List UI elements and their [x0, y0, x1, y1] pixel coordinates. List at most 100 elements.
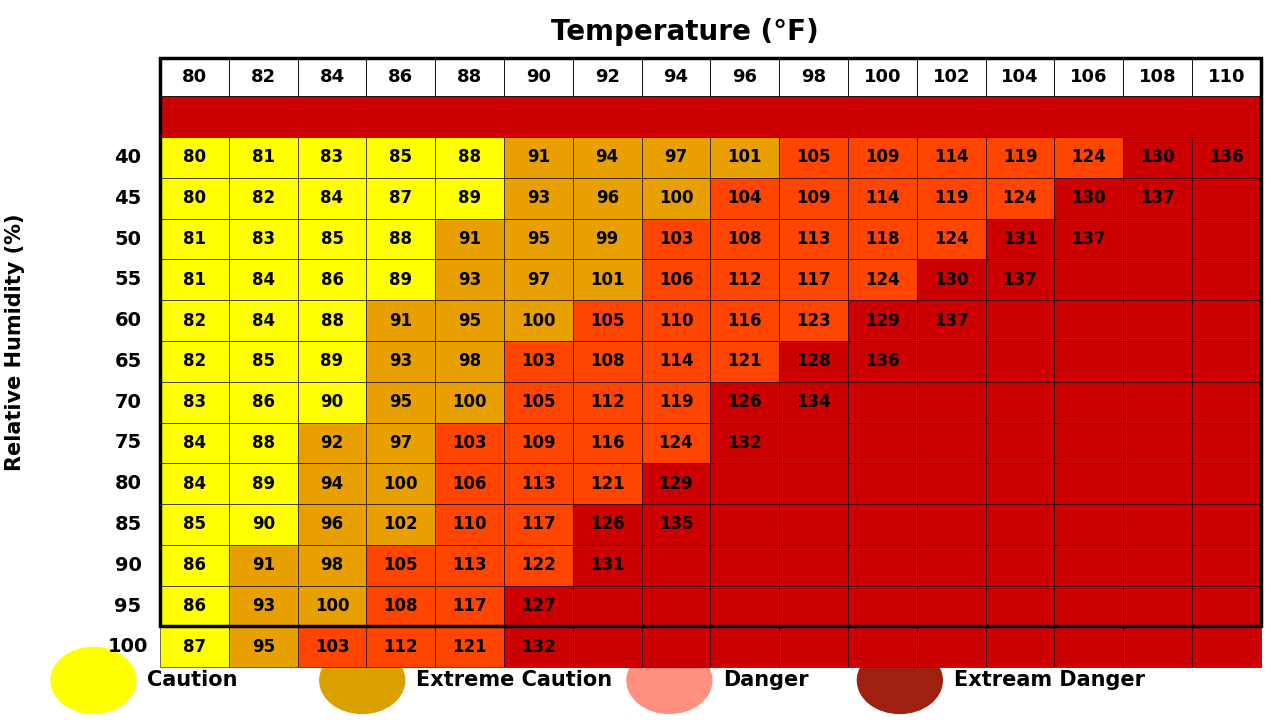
Text: 129: 129: [659, 474, 694, 492]
Text: 85: 85: [183, 516, 206, 534]
Text: 88: 88: [320, 312, 343, 330]
Text: 82: 82: [252, 189, 275, 207]
Text: 82: 82: [183, 312, 206, 330]
Text: 75: 75: [114, 433, 142, 452]
Text: 81: 81: [183, 230, 206, 248]
Text: 126: 126: [727, 393, 762, 411]
Text: 86: 86: [183, 557, 206, 575]
Text: 124: 124: [1071, 148, 1106, 166]
Text: 123: 123: [796, 312, 831, 330]
Text: 91: 91: [389, 312, 412, 330]
Text: 89: 89: [458, 189, 481, 207]
Text: 103: 103: [315, 638, 349, 656]
Text: Extreme Caution: Extreme Caution: [416, 670, 612, 690]
Text: 102: 102: [932, 68, 970, 86]
Text: 92: 92: [320, 434, 343, 452]
Text: 136: 136: [865, 352, 900, 370]
Text: 119: 119: [1002, 148, 1037, 166]
Text: 119: 119: [934, 189, 969, 207]
Text: 87: 87: [183, 638, 206, 656]
Text: 105: 105: [590, 312, 625, 330]
Text: 130: 130: [1071, 189, 1106, 207]
Text: 137: 137: [1140, 189, 1175, 207]
Text: 114: 114: [659, 352, 694, 370]
Text: 65: 65: [114, 352, 142, 371]
Text: 83: 83: [252, 230, 275, 248]
Text: 80: 80: [182, 68, 207, 86]
Text: 93: 93: [527, 189, 550, 207]
Text: 117: 117: [796, 271, 831, 289]
Text: 45: 45: [114, 189, 142, 208]
Text: 126: 126: [590, 516, 625, 534]
Text: 86: 86: [252, 393, 275, 411]
Text: 109: 109: [521, 434, 556, 452]
Text: 127: 127: [521, 597, 556, 615]
Text: 96: 96: [320, 516, 343, 534]
Text: 84: 84: [252, 271, 275, 289]
Text: 91: 91: [527, 148, 550, 166]
Text: 101: 101: [727, 148, 762, 166]
Text: 88: 88: [389, 230, 412, 248]
Text: 110: 110: [659, 312, 694, 330]
Text: 121: 121: [452, 638, 486, 656]
Text: 90: 90: [115, 556, 142, 575]
Text: 131: 131: [590, 557, 625, 575]
Text: 95: 95: [389, 393, 412, 411]
Text: 108: 108: [590, 352, 625, 370]
Text: 90: 90: [252, 516, 275, 534]
Text: 83: 83: [320, 148, 343, 166]
Text: 91: 91: [458, 230, 481, 248]
Text: 113: 113: [521, 474, 556, 492]
Text: 95: 95: [458, 312, 481, 330]
Text: 109: 109: [796, 189, 831, 207]
Text: 102: 102: [384, 516, 419, 534]
Text: 88: 88: [458, 148, 481, 166]
Text: 135: 135: [659, 516, 694, 534]
Text: 89: 89: [389, 271, 412, 289]
Text: 136: 136: [1210, 148, 1244, 166]
Text: 100: 100: [452, 393, 486, 411]
Text: 89: 89: [252, 474, 275, 492]
Text: Caution: Caution: [147, 670, 238, 690]
Text: 85: 85: [389, 148, 412, 166]
Text: 121: 121: [727, 352, 762, 370]
Text: 40: 40: [114, 148, 142, 167]
Text: 124: 124: [1002, 189, 1037, 207]
Text: 94: 94: [663, 68, 689, 86]
Text: 100: 100: [108, 637, 148, 657]
Text: 98: 98: [801, 68, 826, 86]
Text: 80: 80: [114, 474, 142, 493]
Text: 93: 93: [389, 352, 412, 370]
Text: 84: 84: [320, 68, 344, 86]
Text: 129: 129: [865, 312, 900, 330]
Text: 82: 82: [183, 352, 206, 370]
Text: 101: 101: [590, 271, 625, 289]
Text: 100: 100: [864, 68, 901, 86]
Text: 104: 104: [727, 189, 762, 207]
Text: 114: 114: [934, 148, 969, 166]
Text: 103: 103: [659, 230, 694, 248]
Text: 90: 90: [320, 393, 343, 411]
Text: 85: 85: [114, 515, 142, 534]
Text: 100: 100: [521, 312, 556, 330]
Text: 132: 132: [521, 638, 556, 656]
Text: 86: 86: [320, 271, 343, 289]
Text: 103: 103: [452, 434, 486, 452]
Text: 121: 121: [590, 474, 625, 492]
Text: 100: 100: [659, 189, 694, 207]
Text: 134: 134: [796, 393, 831, 411]
Text: 137: 137: [1002, 271, 1037, 289]
Text: 108: 108: [384, 597, 419, 615]
Text: 93: 93: [252, 597, 275, 615]
Text: 119: 119: [659, 393, 694, 411]
Text: 122: 122: [521, 557, 556, 575]
Text: 106: 106: [1070, 68, 1107, 86]
Text: 137: 137: [934, 312, 969, 330]
Text: 110: 110: [452, 516, 486, 534]
Text: 114: 114: [865, 189, 900, 207]
Text: 86: 86: [388, 68, 413, 86]
Text: 80: 80: [183, 189, 206, 207]
Text: 55: 55: [114, 270, 142, 289]
Text: 112: 112: [384, 638, 419, 656]
Text: 97: 97: [664, 148, 687, 166]
